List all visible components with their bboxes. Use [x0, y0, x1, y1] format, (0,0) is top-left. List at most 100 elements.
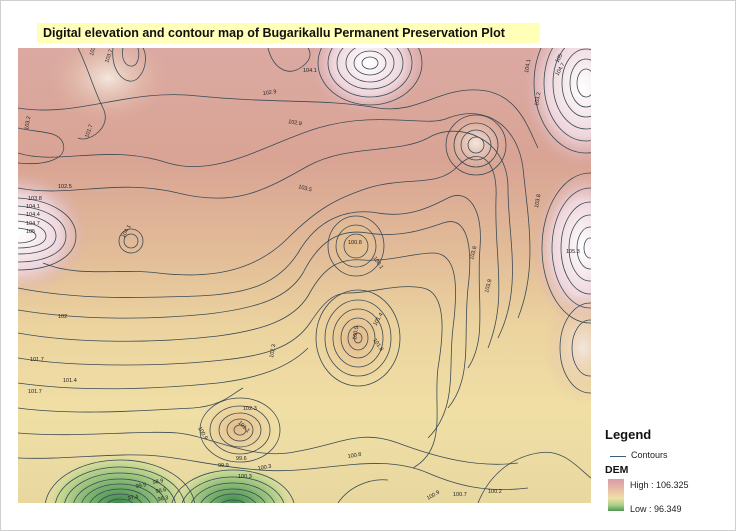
contours-label: Contours: [631, 450, 668, 460]
hill-northeast: [523, 48, 591, 168]
contour-value-label: 104.1: [303, 68, 317, 74]
contour: [42, 156, 500, 349]
contour: [533, 48, 591, 154]
elevation-map: 103.5 104.1 103.7 102.9 103.2 102.9 101.7 102.5…: [18, 48, 591, 503]
contour-value-label: 101.7: [84, 124, 94, 139]
hill-north: [310, 48, 426, 115]
contour: [267, 48, 311, 72]
contour: [18, 454, 529, 490]
hill-west: [18, 171, 88, 295]
contour-value-label: 103.8: [469, 246, 478, 261]
contour: [55, 466, 185, 503]
contour-line-swatch: [610, 456, 626, 457]
dem-label: DEM: [605, 464, 629, 476]
contour-value-label: 98.6: [155, 487, 167, 495]
contour: [18, 127, 65, 164]
contour: [18, 220, 47, 249]
contour: [89, 488, 151, 503]
contour-value-label: 98.3: [157, 495, 169, 503]
contour: [361, 56, 379, 70]
contour-value-label: 99.9: [218, 463, 229, 469]
contour: [200, 488, 266, 503]
contour-value-label: 102.5: [58, 184, 72, 190]
contour-value-label: 103.8: [484, 279, 493, 294]
contour: [467, 136, 485, 154]
contour: [171, 469, 295, 503]
contour-value-label: 103.8: [534, 194, 542, 209]
contour: [218, 412, 262, 448]
hill-east-lower: [543, 293, 591, 403]
contour: [18, 286, 443, 469]
contour: [571, 319, 591, 377]
contour: [345, 48, 395, 83]
contour: [18, 347, 309, 390]
contour: [460, 129, 492, 161]
contour-value-label: 100.3: [238, 474, 252, 480]
legend-title: Legend: [605, 427, 652, 442]
contour: [583, 237, 591, 259]
contour-value-label: 100.3: [257, 464, 272, 472]
contour-value-label: 102.9: [288, 119, 303, 127]
contour: [445, 114, 507, 176]
contour: [233, 424, 247, 436]
dem-contour-svg: 103.5 104.1 103.7 102.9 103.2 102.9 101.7 102.5…: [18, 48, 591, 503]
knoll-south: [198, 396, 278, 460]
knoll-center: [314, 290, 398, 386]
contour: [477, 451, 591, 503]
contour: [118, 228, 144, 254]
contour-value-label: 103.2: [534, 92, 542, 107]
contour: [18, 252, 456, 439]
contour-value-label: 103.5: [89, 48, 98, 57]
contour: [191, 482, 275, 503]
contour: [77, 48, 106, 140]
contour: [64, 472, 176, 503]
contour: [336, 48, 404, 90]
contour: [543, 48, 591, 142]
contour: [226, 418, 254, 442]
contour: [18, 89, 539, 149]
contour-value-label: 105: [555, 53, 565, 64]
dem-high-label: High : 106.325: [630, 480, 689, 490]
contour: [317, 48, 423, 106]
contour: [559, 302, 591, 394]
contour: [335, 224, 377, 268]
contour-value-label: 100.8: [347, 452, 362, 460]
contour: [18, 197, 77, 271]
contour: [18, 227, 37, 244]
contour: [560, 201, 591, 295]
contour-value-label: 104.4: [26, 212, 40, 218]
contour: [347, 325, 369, 351]
knoll-northeast: [444, 113, 508, 173]
contour-value-label: 100.5: [352, 326, 360, 341]
contour: [353, 332, 363, 344]
contour-value-label: 105: [26, 229, 35, 235]
contour: [181, 476, 285, 503]
contour: [569, 58, 591, 108]
contour: [122, 48, 140, 67]
contour-value-label: 100.7: [453, 492, 467, 498]
contour: [73, 478, 167, 503]
contour: [18, 195, 481, 369]
contour: [81, 483, 159, 503]
contour: [324, 299, 392, 377]
contour-value-label: 104.7: [26, 221, 40, 227]
contour-value-label: 103.8: [28, 196, 42, 202]
contour-value-label: 101.7: [30, 357, 44, 363]
contour: [353, 50, 387, 76]
contour: [332, 308, 384, 368]
contour: [337, 479, 389, 503]
contour-value-label: 104.1: [524, 59, 532, 74]
contour: [568, 214, 591, 282]
contour: [551, 187, 591, 309]
contour-value-label: 101.7: [28, 389, 42, 395]
contour: [18, 431, 519, 465]
contour-value-label: 100.8: [348, 240, 362, 246]
contour-value-label: 102: [58, 314, 67, 320]
contour: [106, 498, 134, 503]
dem-low-label: Low : 96.349: [630, 504, 682, 514]
contour: [327, 215, 385, 277]
contour: [561, 48, 591, 118]
contour: [343, 233, 369, 259]
map-title: Digital elevation and contour map of Bug…: [37, 23, 540, 43]
